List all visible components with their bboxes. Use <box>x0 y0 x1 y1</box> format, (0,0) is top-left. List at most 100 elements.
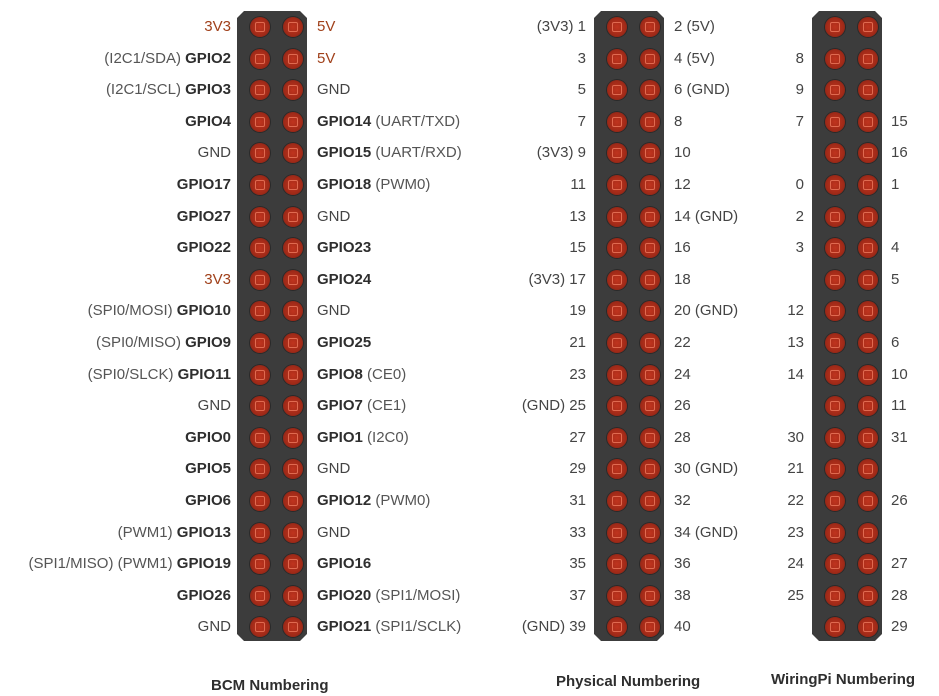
physical-pin-number: 12 <box>674 176 691 193</box>
wiringpi-pin-odd <box>825 112 845 132</box>
bcm-gpio-name: GPIO6 <box>185 492 231 509</box>
bcm-alt-function: (I2C1/SDA) <box>104 50 181 67</box>
bcm-right-label: GPIO16 <box>317 554 371 574</box>
bcm-left-label: 3V3 <box>204 17 231 37</box>
bcm-gpio-name: GPIO10 <box>176 302 231 319</box>
bcm-gpio-name: GPIO7 <box>317 397 363 414</box>
bcm-gpio-name: GPIO12 <box>317 492 372 509</box>
physical-pin-number: 10 <box>674 144 691 161</box>
bcm-left-label: (SPI0/SLCK) GPIO11 <box>88 365 231 385</box>
physical-pin-odd <box>607 270 627 290</box>
bcm-header <box>237 11 307 641</box>
physical-pin-even <box>640 270 660 290</box>
bcm-alt-function: (UART/RXD) <box>375 144 462 161</box>
bcm-left-label: (SPI0/MISO) GPIO9 <box>96 333 231 353</box>
bcm-right-label: GND <box>317 207 350 227</box>
physical-pin-number: 29 <box>569 460 586 477</box>
bcm-power-label: 3V3 <box>204 271 231 288</box>
physical-pin-number: 5 <box>577 81 586 98</box>
physical-pin-odd <box>607 17 627 37</box>
wiringpi-pin-number: 2 <box>795 208 804 225</box>
wiringpi-pin-number: 6 <box>891 334 900 351</box>
bcm-pin-odd <box>250 301 270 321</box>
bcm-gpio-name: GPIO17 <box>176 176 231 193</box>
wiringpi-pin-number: 13 <box>787 334 804 351</box>
bcm-gpio-name: GPIO0 <box>185 429 231 446</box>
wiringpi-pin-odd <box>825 365 845 385</box>
bcm-right-label: GPIO23 <box>317 238 371 258</box>
bcm-gpio-name: GPIO13 <box>176 524 231 541</box>
wiringpi-pin-odd <box>825 396 845 416</box>
bcm-right-label: GPIO15 (UART/RXD) <box>317 143 462 163</box>
wiringpi-pin-even <box>858 586 878 606</box>
bcm-pin-odd <box>250 333 270 353</box>
physical-pin-number: 34 (GND) <box>674 524 739 541</box>
physical-pin-odd <box>607 143 627 163</box>
bcm-alt-function: (I2C0) <box>367 429 409 446</box>
bcm-alt-function: (UART/TXD) <box>375 113 461 130</box>
physical-pin-odd <box>607 301 627 321</box>
bcm-pin-even <box>283 112 303 132</box>
bcm-left-label: GPIO27 <box>177 207 231 227</box>
physical-pin-number: 20 (GND) <box>674 302 739 319</box>
physical-pin-odd <box>607 617 627 637</box>
wiringpi-pin-even <box>858 459 878 479</box>
bcm-right-label: GPIO7 (CE1) <box>317 396 406 416</box>
bcm-pin-even <box>283 207 303 227</box>
wiringpi-pin-number: 29 <box>891 618 908 635</box>
bcm-left-label: 3V3 <box>204 270 231 290</box>
physical-pin-even <box>640 523 660 543</box>
wiringpi-pin-even <box>858 554 878 574</box>
bcm-pin-odd <box>250 270 270 290</box>
physical-pin-odd <box>607 491 627 511</box>
physical-pin-odd <box>607 49 627 69</box>
bcm-numbering-title: BCM Numbering <box>211 677 329 694</box>
physical-pin-number: 38 <box>674 587 691 604</box>
bcm-left-label: (SPI0/MOSI) GPIO10 <box>88 301 231 321</box>
wiringpi-pin-number: 31 <box>891 429 908 446</box>
physical-pin-number: 23 <box>569 366 586 383</box>
bcm-pin-even <box>283 143 303 163</box>
bcm-gpio-name: GPIO3 <box>185 81 231 98</box>
bcm-left-label: GPIO0 <box>185 428 231 448</box>
wiringpi-pin-odd <box>825 49 845 69</box>
bcm-left-label: GPIO4 <box>185 112 231 132</box>
wiringpi-pin-number: 23 <box>787 524 804 541</box>
bcm-gpio-name: GPIO14 <box>317 113 372 130</box>
physical-pin-number: 32 <box>674 492 691 509</box>
physical-pin-odd <box>607 207 627 227</box>
physical-pin-number: (3V3) 9 <box>536 144 586 161</box>
physical-pin-even <box>640 333 660 353</box>
wiringpi-pin-number: 11 <box>891 397 907 414</box>
wiringpi-pin-even <box>858 428 878 448</box>
bcm-pin-odd <box>250 491 270 511</box>
bcm-pin-odd <box>250 617 270 637</box>
bcm-pin-even <box>283 491 303 511</box>
physical-pin-odd <box>607 523 627 543</box>
physical-pin-number: 7 <box>577 113 586 130</box>
bcm-gpio-name: GPIO24 <box>317 271 372 288</box>
bcm-right-label: GND <box>317 80 350 100</box>
wiringpi-pin-odd <box>825 301 845 321</box>
wiringpi-pin-number: 21 <box>787 460 804 477</box>
bcm-alt-function: (SPI0/MISO) <box>95 334 181 351</box>
physical-numbering-title: Physical Numbering <box>556 673 701 690</box>
wiringpi-pin-number: 14 <box>787 366 804 383</box>
wiringpi-pin-even <box>858 491 878 511</box>
wiringpi-pin-number: 28 <box>891 587 908 604</box>
wiringpi-pin-even <box>858 238 878 258</box>
bcm-power-label: 3V3 <box>204 18 231 35</box>
bcm-gpio-name: GPIO11 <box>177 366 231 383</box>
bcm-pin-even <box>283 80 303 100</box>
wiringpi-pin-even <box>858 49 878 69</box>
physical-pin-number: 6 (GND) <box>674 81 730 98</box>
bcm-gpio-name: GPIO15 <box>317 144 372 161</box>
wiringpi-pin-odd <box>825 586 845 606</box>
physical-pin-number: 8 <box>674 113 683 130</box>
physical-pin-even <box>640 112 660 132</box>
physical-pin-number: 21 <box>569 334 586 351</box>
bcm-left-label: GPIO22 <box>177 238 231 258</box>
bcm-gpio-name: GPIO18 <box>317 176 372 193</box>
bcm-gpio-name: GPIO23 <box>317 239 372 256</box>
wiringpi-pin-odd <box>825 554 845 574</box>
